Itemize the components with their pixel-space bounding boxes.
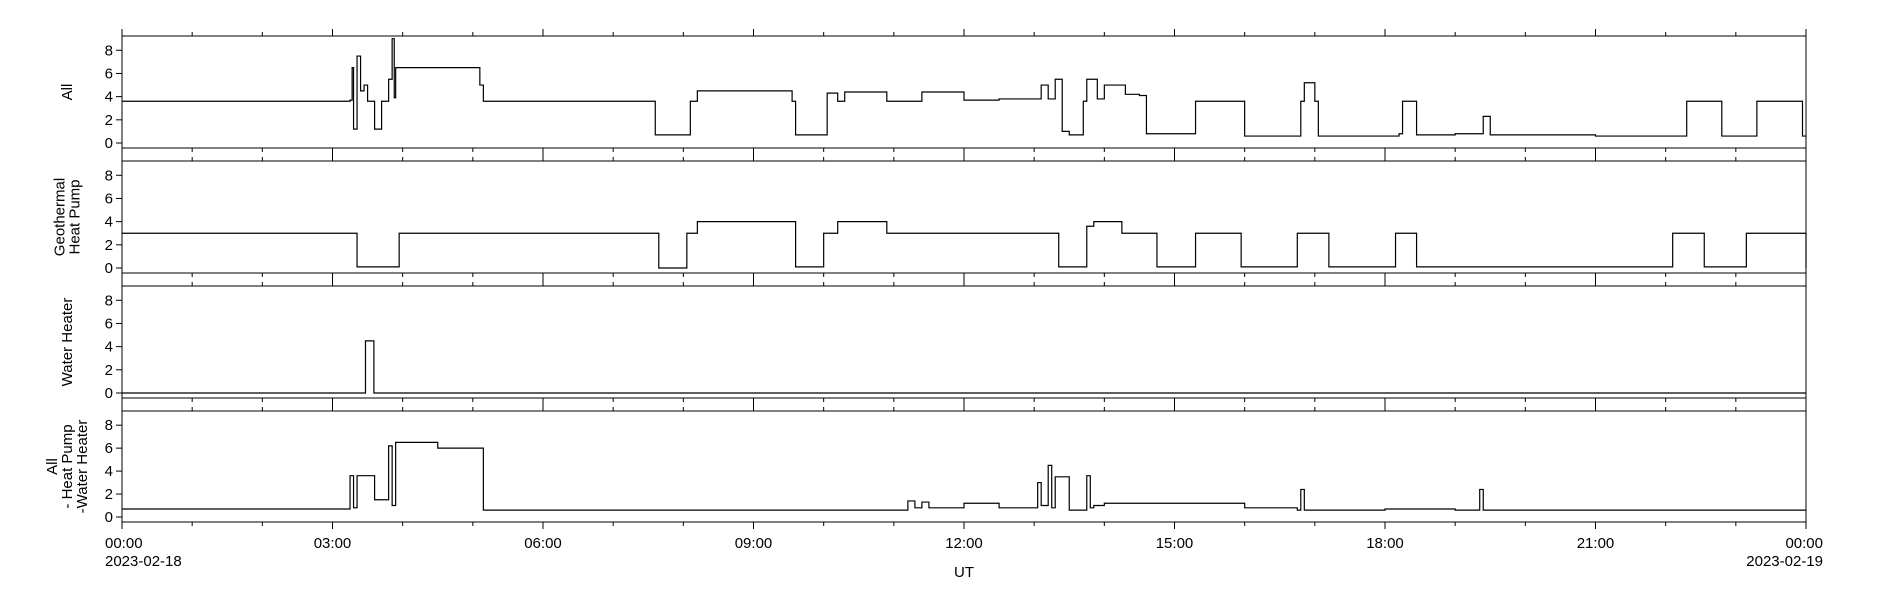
y-tick-label: 2 xyxy=(105,486,113,503)
x-tick-label: 09:00 xyxy=(735,535,773,552)
x-tick-date: 2023-02-19 xyxy=(1746,553,1823,570)
panel-3: 0 2 4 6 8 Water Heater xyxy=(59,279,1807,405)
panel-1: 0 2 4 6 8 All xyxy=(59,29,1807,155)
y-tick-label: 2 xyxy=(105,362,113,379)
y-tick-label: 4 xyxy=(105,214,113,231)
y-axis-title: All xyxy=(59,84,76,101)
y-tick-label: 0 xyxy=(105,260,113,277)
y-tick-label: 8 xyxy=(105,417,113,434)
panel-frame xyxy=(121,285,1807,399)
y-tick-label: 4 xyxy=(105,89,113,106)
y-axis-title: -Water Heater xyxy=(74,420,91,514)
y-tick-label: 0 xyxy=(105,509,113,526)
y-tick-label: 4 xyxy=(105,463,113,480)
y-tick-label: 4 xyxy=(105,339,113,356)
series-line xyxy=(122,221,1807,269)
y-tick-label: 2 xyxy=(105,237,113,254)
y-tick-label: 8 xyxy=(105,42,113,59)
panel-4: 0 2 4 6 8 All- Heat Pump-Water Heater xyxy=(44,404,1807,529)
x-tick-label: 06:00 xyxy=(524,535,562,552)
y-tick-label: 2 xyxy=(105,112,113,129)
y-axis-title: Geothermal xyxy=(52,178,69,256)
y-tick-label: 6 xyxy=(105,190,113,207)
panel-frame xyxy=(121,160,1807,274)
x-tick-label: 15:00 xyxy=(1156,535,1194,552)
series-line xyxy=(122,441,1806,511)
x-tick-label: 21:00 xyxy=(1577,535,1615,552)
y-axis-title: - Heat Pump xyxy=(59,424,76,508)
x-tick-label: 18:00 xyxy=(1366,535,1404,552)
y-axis-title: Water Heater xyxy=(59,298,76,387)
x-axis-title: UT xyxy=(954,564,974,581)
y-axis-title: Heat Pump xyxy=(67,179,84,254)
x-tick-label: 00:00 xyxy=(105,535,143,552)
x-tick-label: 00:00 xyxy=(1785,535,1823,552)
y-tick-label: 6 xyxy=(105,315,113,332)
y-axis-title: All xyxy=(44,458,61,475)
x-tick-date: 2023-02-18 xyxy=(105,553,182,570)
y-tick-label: 0 xyxy=(105,385,113,402)
y-tick-label: 6 xyxy=(105,440,113,457)
x-tick-label: 03:00 xyxy=(314,535,352,552)
x-tick-label: 12:00 xyxy=(945,535,983,552)
y-tick-label: 8 xyxy=(105,292,113,309)
y-tick-label: 8 xyxy=(105,167,113,184)
series-line xyxy=(122,38,1806,137)
series-line xyxy=(122,340,1806,394)
y-tick-label: 0 xyxy=(105,135,113,152)
y-tick-label: 6 xyxy=(105,65,113,82)
